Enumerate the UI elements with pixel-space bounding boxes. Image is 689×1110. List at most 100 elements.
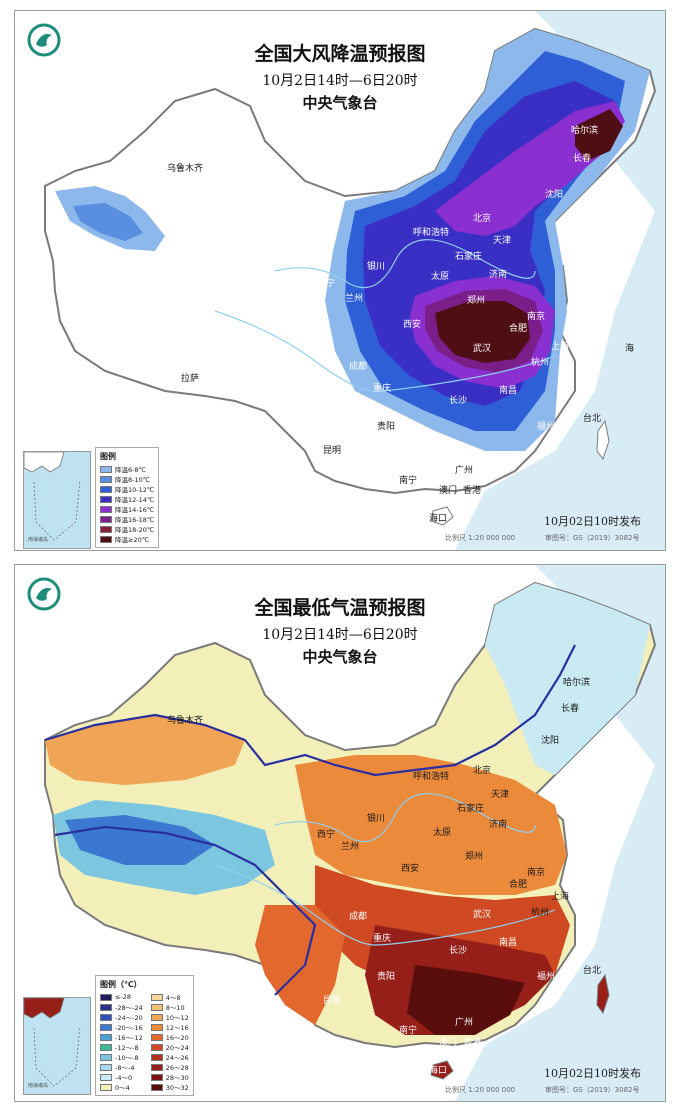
legend-item: -28～-24 xyxy=(100,1002,143,1012)
city-label: 贵阳 xyxy=(377,422,396,432)
legend-label: -20～-16 xyxy=(115,1024,143,1032)
legend-label: -4～0 xyxy=(115,1074,133,1082)
legend-item: 降温10-12℃ xyxy=(100,484,154,494)
legend-label: 26～28 xyxy=(165,1064,189,1072)
legend-item: 4～8 xyxy=(150,992,189,1002)
city-label: 台北 xyxy=(583,966,602,976)
map-title: 全国最低气温预报图 xyxy=(254,597,426,619)
legend-item: -4～0 xyxy=(100,1072,143,1082)
legend-label: -28～-24 xyxy=(115,1004,143,1012)
city-label: 郑州 xyxy=(465,852,484,862)
city-label: 北京 xyxy=(473,214,492,224)
city-label: 贵阳 xyxy=(377,972,396,982)
city-label: 北京 xyxy=(473,766,492,776)
legend-item: -8～-4 xyxy=(100,1062,143,1072)
legend-label: 20～24 xyxy=(165,1044,189,1052)
city-label: 兰州 xyxy=(341,842,360,852)
legend-item: 降温8-10℃ xyxy=(100,474,154,484)
city-label: 长春 xyxy=(561,704,580,714)
legend-label: 降温14-16℃ xyxy=(115,506,155,514)
legend-swatch xyxy=(100,465,112,473)
city-label: 澳门 xyxy=(439,1038,458,1048)
south-china-sea-inset: 南海诸岛 xyxy=(23,997,91,1095)
legend-label: 降温10-12℃ xyxy=(115,486,155,494)
legend-swatch xyxy=(100,1083,112,1091)
legend-swatch xyxy=(150,1053,163,1061)
city-label: 台北 xyxy=(583,414,602,424)
legend-label: 4～8 xyxy=(165,994,181,1002)
legend-swatch xyxy=(150,1003,163,1011)
legend-swatch xyxy=(150,1013,163,1021)
city-label: 合肥 xyxy=(509,324,528,334)
map-subtitle: 10月2日14时—6日20时 xyxy=(262,73,418,89)
legend-label: 0～4 xyxy=(115,1084,130,1092)
map-org: 中央气象台 xyxy=(302,648,378,666)
legend-item: 降温16-18℃ xyxy=(100,514,154,524)
legend-swatch xyxy=(150,1043,163,1051)
legend-label: 16～20 xyxy=(165,1034,189,1042)
legend-swatch xyxy=(150,1023,163,1031)
city-label: 昆明 xyxy=(323,996,342,1006)
city-label: 杭州 xyxy=(531,358,550,368)
legend-label: -24～-20 xyxy=(115,1014,143,1022)
city-label: 重庆 xyxy=(373,384,392,394)
city-label: 西安 xyxy=(401,864,420,874)
city-label: 成都 xyxy=(349,912,368,922)
legend-item: 降温6-8℃ xyxy=(100,464,154,474)
legend-label: 8～10 xyxy=(165,1004,185,1012)
legend-item: -10～-8 xyxy=(100,1052,143,1062)
legend-swatch xyxy=(100,495,112,503)
legend-item: ≤-28 xyxy=(100,992,143,1002)
publish-time: 10月02日10时发布 xyxy=(544,515,641,528)
city-label: 成都 xyxy=(349,362,368,372)
city-label: 西安 xyxy=(403,320,422,330)
legend-label: 降温12-14℃ xyxy=(115,496,155,504)
legend-swatch xyxy=(150,1083,163,1091)
sea-label: 海 xyxy=(625,344,635,354)
legend-item: -16～-12 xyxy=(100,1032,143,1042)
legend-label: 10～12 xyxy=(165,1014,189,1022)
city-label: 银川 xyxy=(367,814,386,824)
legend-label: 30～32 xyxy=(165,1084,189,1092)
legend-label: -8～-4 xyxy=(115,1064,135,1072)
legend-label: ≤-28 xyxy=(115,993,132,1001)
city-label: 天津 xyxy=(493,236,512,246)
legend-swatch xyxy=(100,1073,112,1081)
city-label: 乌鲁木齐 xyxy=(167,164,204,174)
city-label: 广州 xyxy=(455,466,474,476)
legend-swatch xyxy=(100,525,112,533)
review-number: 审图号：GS（2019）3082号 xyxy=(545,534,640,542)
cooling-legend: 图例 降温6-8℃ 降温8-10℃ 降温10-12℃ 降温12-14℃ 降温14-16℃… xyxy=(95,447,160,548)
city-label: 南京 xyxy=(527,868,546,878)
city-label: 银川 xyxy=(367,262,386,272)
legend-label: 降温18-20℃ xyxy=(115,526,155,534)
legend-item: 降温≥20℃ xyxy=(100,534,154,544)
city-label: 哈尔滨 xyxy=(563,678,591,688)
legend-label: -12～-8 xyxy=(115,1044,139,1052)
inset-label: 南海诸岛 xyxy=(28,1083,49,1089)
city-label: 拉萨 xyxy=(181,374,200,384)
scale-text: 比例尺 1:20 000 000 xyxy=(445,1086,516,1094)
city-label: 海口 xyxy=(429,1066,448,1076)
legend-swatch xyxy=(100,1013,112,1021)
city-label: 福州 xyxy=(537,972,556,982)
legend-swatch xyxy=(100,1023,112,1031)
legend-swatch xyxy=(150,1063,163,1071)
legend-swatch xyxy=(100,485,112,493)
legend-label: 24～26 xyxy=(165,1054,189,1062)
city-label: 兰州 xyxy=(345,294,364,304)
city-label: 沈阳 xyxy=(541,736,560,746)
review-number: 审图号：GS（2019）3082号 xyxy=(545,1086,640,1094)
legend-item: 降温12-14℃ xyxy=(100,494,154,504)
city-label: 呼和浩特 xyxy=(413,772,450,782)
city-label: 郑州 xyxy=(467,296,486,306)
legend-swatch xyxy=(100,1053,112,1061)
legend-item: -12～-8 xyxy=(100,1042,143,1052)
inset-map xyxy=(23,451,81,541)
south-china-sea-inset: 南海诸岛 xyxy=(23,451,91,549)
cma-logo-icon xyxy=(27,23,61,57)
city-label: 海口 xyxy=(429,514,448,524)
legend-item: 24～26 xyxy=(150,1052,189,1062)
legend-label: -16～-12 xyxy=(115,1034,143,1042)
legend-title: 图例 xyxy=(100,452,116,461)
